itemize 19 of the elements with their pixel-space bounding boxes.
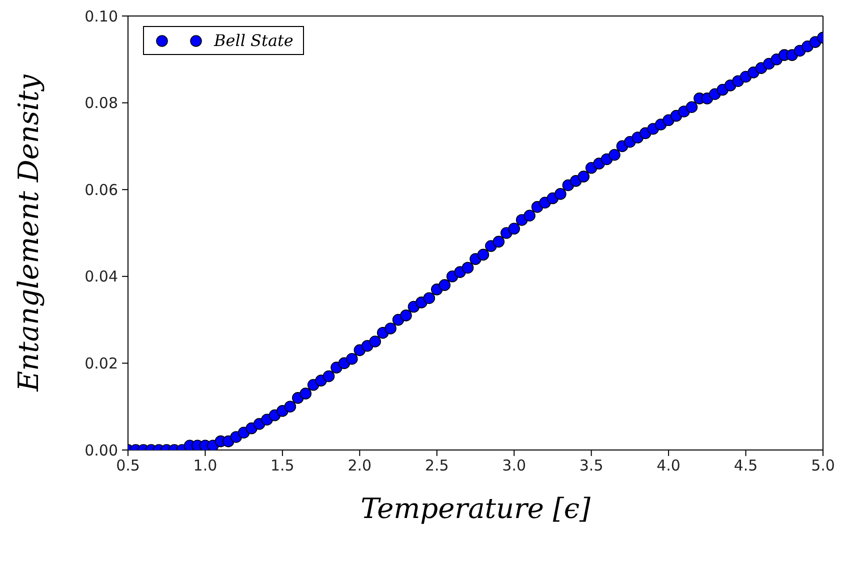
x-tick-label: 4.5 (734, 456, 758, 475)
x-tick-label: 2.5 (424, 456, 449, 475)
x-tick-label: 1.0 (193, 456, 218, 475)
y-axis-title: Entanglement Density (12, 73, 45, 392)
x-tick-label: 1.5 (270, 456, 294, 475)
x-tick-label: 0.5 (116, 456, 140, 475)
x-tick-label: 2.0 (348, 456, 372, 475)
x-tick-label: 3.0 (502, 456, 526, 475)
x-tick-label: 4.0 (656, 456, 680, 475)
legend-label: Bell State (214, 31, 294, 50)
x-tick-label: 3.5 (579, 456, 604, 475)
x-axis-title: Temperature [ϵ] (360, 492, 591, 525)
y-tick-label: 0.06 (84, 180, 118, 199)
y-tick-label: 0.08 (84, 94, 118, 112)
y-tick-label: 0.02 (84, 354, 118, 373)
y-tick-label: 0.00 (84, 441, 118, 460)
x-tick-label: 5.0 (811, 456, 835, 475)
y-tick-label: 0.04 (84, 268, 118, 286)
y-tick-label: 0.10 (84, 7, 118, 26)
